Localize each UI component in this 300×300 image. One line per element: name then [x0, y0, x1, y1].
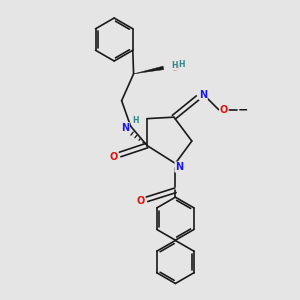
Text: H: H	[133, 116, 139, 125]
Text: N: N	[175, 162, 183, 172]
Text: O: O	[171, 63, 179, 73]
Text: O: O	[110, 152, 118, 163]
Text: N: N	[121, 123, 129, 133]
Text: H: H	[179, 60, 185, 69]
Text: H: H	[171, 61, 178, 70]
Text: O: O	[220, 105, 228, 115]
Text: −: −	[238, 103, 249, 116]
Text: N: N	[199, 90, 207, 100]
Text: O: O	[136, 196, 145, 206]
Polygon shape	[134, 66, 164, 74]
